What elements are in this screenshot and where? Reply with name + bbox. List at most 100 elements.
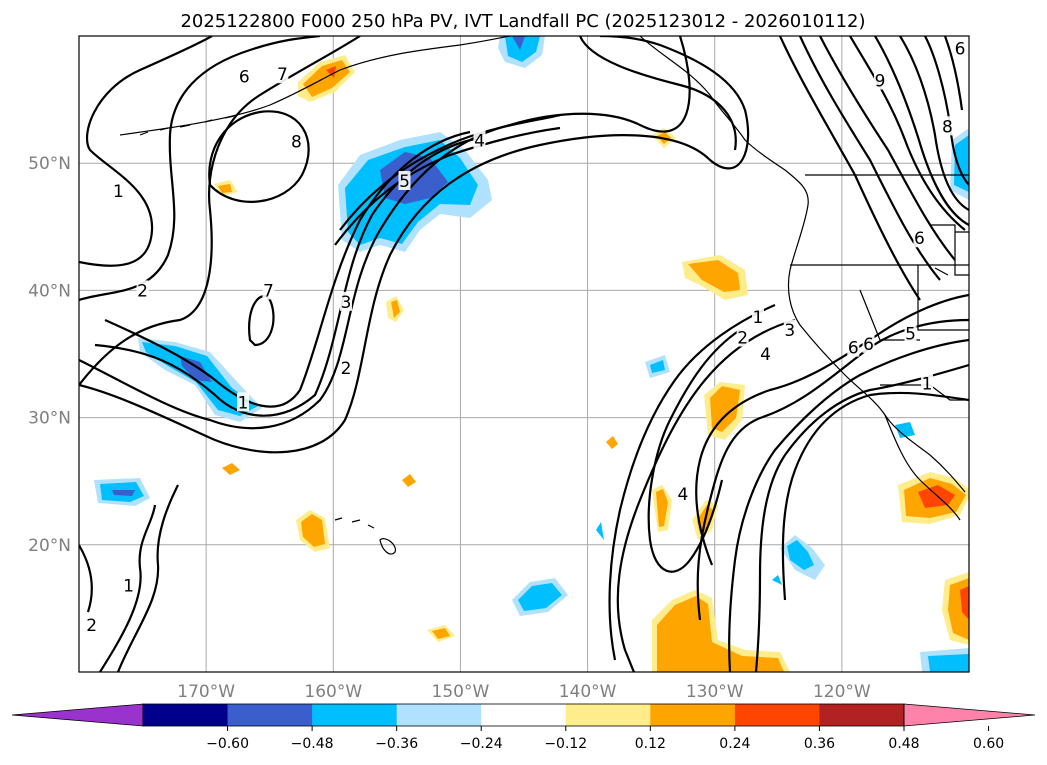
contour-line	[79, 36, 361, 386]
colorbar-tick-label: 0.48	[888, 736, 919, 752]
colorbar-segment	[312, 704, 398, 726]
colorbar-segment	[143, 704, 229, 726]
contour-label: 2	[86, 616, 97, 636]
contour-label: 6	[914, 229, 925, 249]
contour-label: 7	[263, 281, 274, 301]
lat-tick-label: 30°N	[28, 409, 71, 429]
contour-line	[79, 36, 213, 267]
negative-pv-region	[512, 36, 525, 50]
positive-pv-region	[710, 386, 740, 432]
positive-pv-region	[222, 463, 240, 475]
colorbar-segment	[396, 704, 482, 726]
positive-pv-region	[918, 485, 955, 508]
contour-label: 1	[753, 308, 764, 328]
colorbar-segment	[227, 704, 313, 726]
negative-pv-region	[505, 36, 540, 62]
contour-label-bg	[112, 181, 125, 201]
negative-pv-region	[928, 654, 969, 672]
contour-line	[248, 295, 275, 347]
contour-line	[781, 391, 969, 601]
positive-pv-region	[218, 184, 232, 193]
contour-label-bg	[136, 280, 149, 300]
colorbar-tick-label: −0.12	[544, 736, 587, 752]
contour-line	[819, 36, 956, 261]
positive-pv-region	[657, 596, 784, 672]
contour-label: 6	[848, 339, 859, 359]
contour-label: 1	[922, 374, 933, 394]
contour-line	[79, 504, 157, 672]
aleutian-islands	[139, 115, 235, 136]
positive-pv-region	[656, 489, 668, 527]
contour-label-bg	[398, 171, 411, 191]
contour-label-bg	[736, 327, 749, 347]
contour-label-bg	[85, 614, 98, 634]
contour-label-bg	[954, 38, 967, 58]
contour-label: 2	[137, 281, 148, 301]
contour-label: 8	[942, 117, 953, 137]
contour-line	[116, 484, 179, 672]
positive-pv-region	[326, 66, 336, 78]
contour-line	[728, 338, 969, 672]
positive-pv-region	[391, 300, 400, 318]
contour-label-bg	[262, 280, 275, 300]
colorbar-tick-label: −0.48	[291, 736, 334, 752]
negative-pv-region	[954, 135, 969, 192]
colorbar-tick-label: 0.12	[635, 736, 666, 752]
contour-label-bg	[340, 291, 352, 311]
negative-pv-region	[596, 522, 604, 540]
colorbar-tick-label: 0.60	[973, 736, 1004, 752]
colorbar-segment	[819, 704, 905, 726]
contour-label-bg	[238, 66, 251, 86]
negative-pv-region	[112, 490, 135, 496]
longitude-tick-labels: 170°W 160°W 150°W 140°W 130°W 120°W	[177, 682, 871, 702]
contour-label: 4	[678, 485, 689, 505]
positive-pv-region	[402, 474, 416, 487]
positive-pv-region	[688, 260, 740, 292]
lat-tick-label: 40°N	[28, 281, 71, 301]
pv-anomaly-shading	[94, 36, 969, 672]
contour-label: 4	[760, 345, 771, 365]
contour-label-bg	[847, 337, 860, 357]
lon-tick-label: 150°W	[432, 682, 490, 702]
lon-tick-label: 170°W	[177, 682, 235, 702]
contour-label-bg	[783, 319, 796, 339]
lat-tick-label: 50°N	[28, 154, 71, 174]
contour-label: 3	[784, 321, 795, 341]
contour-label: 7	[277, 65, 288, 85]
contour-label: 6	[239, 68, 250, 88]
colorbar-tick-label: −0.36	[375, 736, 418, 752]
contour-label-bg	[473, 130, 486, 150]
negative-pv-region	[787, 540, 814, 570]
contour-line	[849, 36, 966, 231]
colorbar-outline	[142, 703, 905, 727]
contour-line	[608, 303, 776, 661]
positive-pv-region	[960, 586, 969, 620]
contour-label-bg	[913, 228, 926, 248]
colorbar-segment	[650, 704, 736, 726]
contour-label-bg	[874, 70, 886, 90]
contour-label: 8	[291, 133, 302, 153]
colorbar-tick-label: 0.24	[719, 736, 750, 752]
colorbar: −0.60 −0.48 −0.36 −0.24 −0.12 0.12 0.24 0.36 0.4…	[11, 703, 1036, 752]
contour-label-bg	[904, 323, 917, 343]
contour-line	[208, 110, 310, 203]
colorbar-tick-label: −0.60	[206, 736, 249, 752]
negative-pv-region	[518, 583, 562, 611]
lat-tick-label: 20°N	[28, 536, 71, 556]
latitude-tick-labels: 20°N 30°N 40°N 50°N	[28, 154, 71, 556]
colorbar-tick-label: 0.36	[804, 736, 835, 752]
contour-label-bg	[676, 483, 689, 503]
contour-line	[943, 36, 964, 111]
contour-label-bg	[941, 116, 954, 136]
contour-label: 4	[474, 131, 485, 151]
contour-label: 5	[399, 172, 410, 192]
contour-label: 9	[875, 72, 886, 92]
hawaii-islands	[334, 517, 397, 555]
contour-label: 1	[113, 182, 124, 202]
contour-label-bg	[759, 344, 772, 363]
contour-label: 6	[955, 40, 966, 60]
contour-label-bg	[921, 373, 934, 393]
contour-line	[874, 36, 969, 226]
contour-label: 2	[341, 359, 352, 379]
map-area	[79, 36, 969, 672]
